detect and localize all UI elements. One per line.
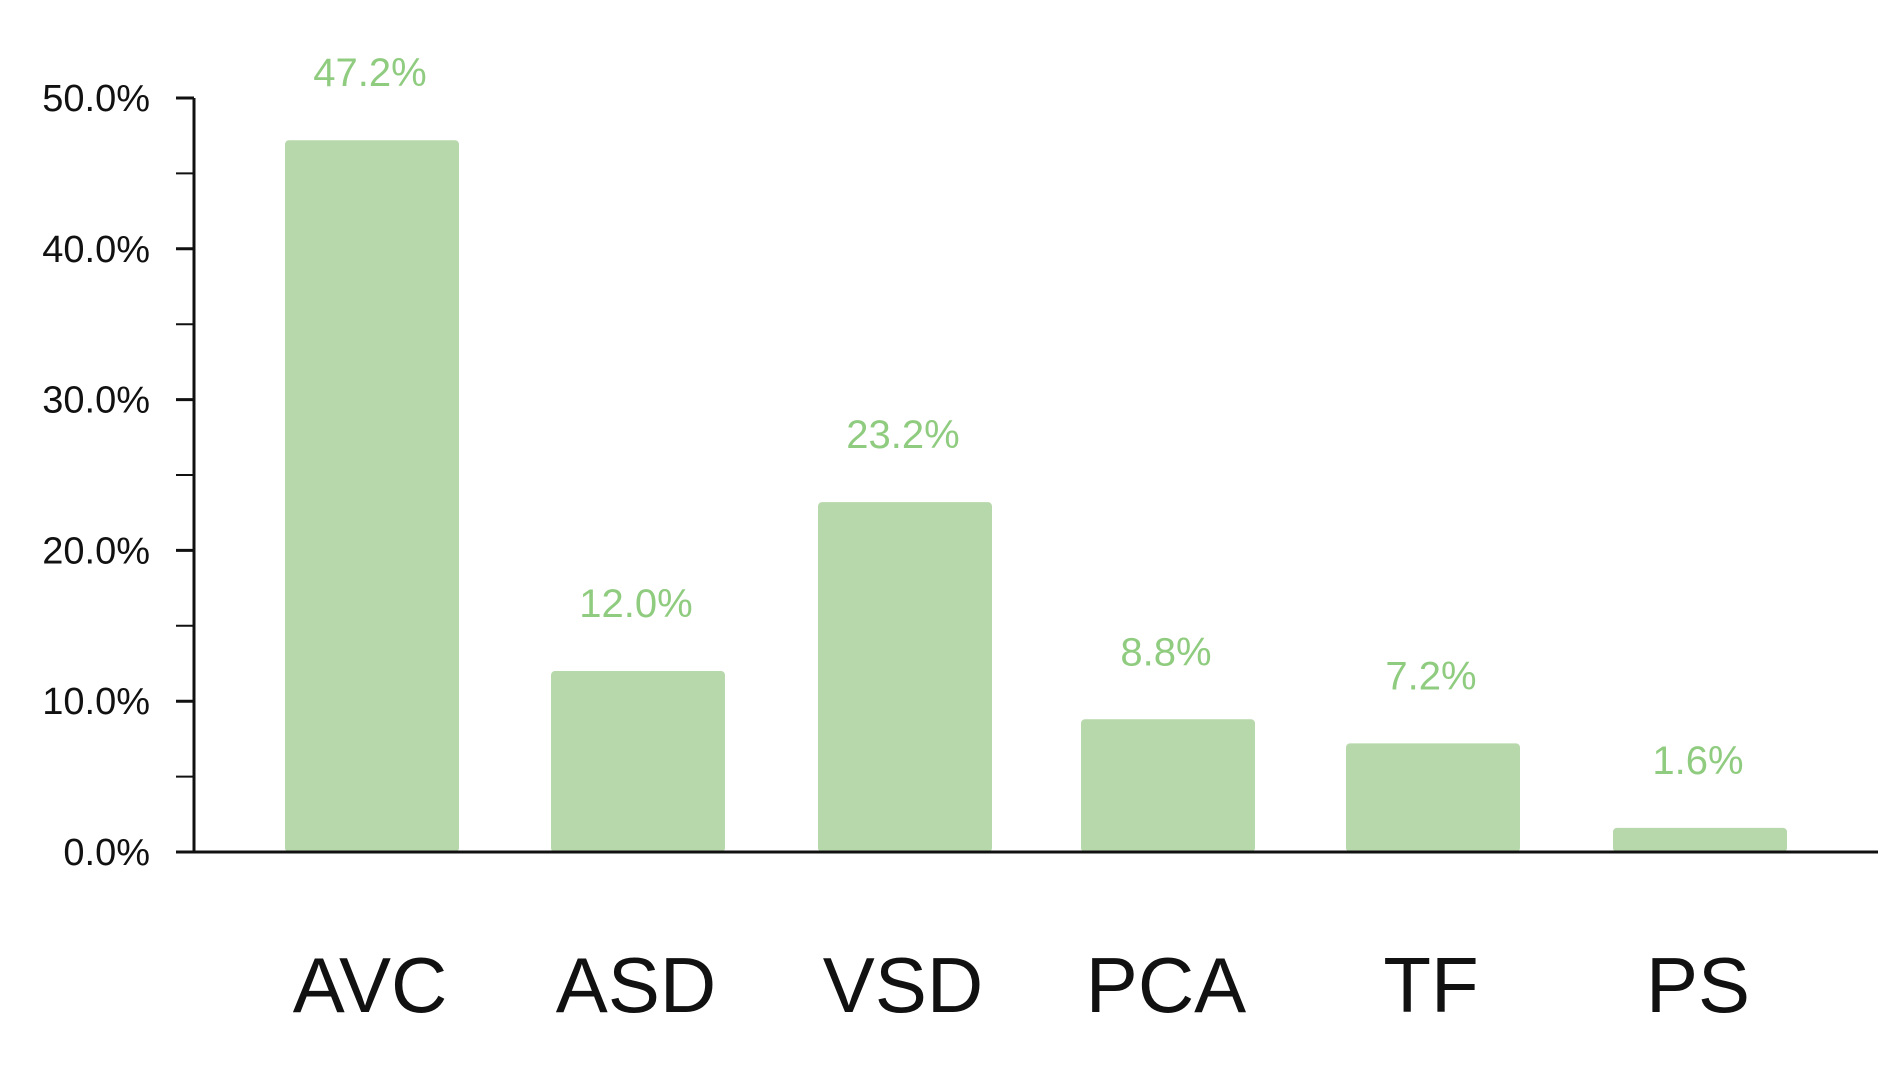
bar xyxy=(1081,719,1255,852)
data-labels: 47.2% 12.0% 23.2% 8.8% 7.2% 1.6% xyxy=(313,51,1743,783)
y-tick-label: 50.0% xyxy=(42,78,150,120)
data-label: 47.2% xyxy=(313,51,426,95)
x-tick-label: AVC xyxy=(293,941,448,1029)
bar xyxy=(818,502,992,852)
y-tick-label: 20.0% xyxy=(42,530,150,572)
x-tick-label: TF xyxy=(1383,941,1478,1029)
bar xyxy=(285,140,459,852)
x-tick-label: PS xyxy=(1646,941,1750,1029)
bar xyxy=(1613,827,1787,852)
data-label: 1.6% xyxy=(1652,739,1743,783)
y-axis: 0.0% 10.0% 20.0% 30.0% 40.0% 50.0% xyxy=(42,78,196,874)
data-label: 8.8% xyxy=(1120,630,1211,674)
data-label: 7.2% xyxy=(1385,654,1476,698)
bar-series xyxy=(285,140,1787,852)
bar xyxy=(551,671,725,852)
x-tick-label: PCA xyxy=(1086,941,1246,1029)
data-label: 23.2% xyxy=(846,413,959,457)
y-tick-label: 0.0% xyxy=(63,832,150,874)
x-tick-label: VSD xyxy=(823,941,983,1029)
data-label: 12.0% xyxy=(579,582,692,626)
x-tick-label: ASD xyxy=(556,941,716,1029)
y-tick-label: 40.0% xyxy=(42,229,150,271)
y-tick-label: 30.0% xyxy=(42,380,150,422)
x-axis: AVC ASD VSD PCA TF PS xyxy=(176,850,1878,1029)
y-tick-label: 10.0% xyxy=(42,681,150,723)
bar xyxy=(1346,743,1520,852)
